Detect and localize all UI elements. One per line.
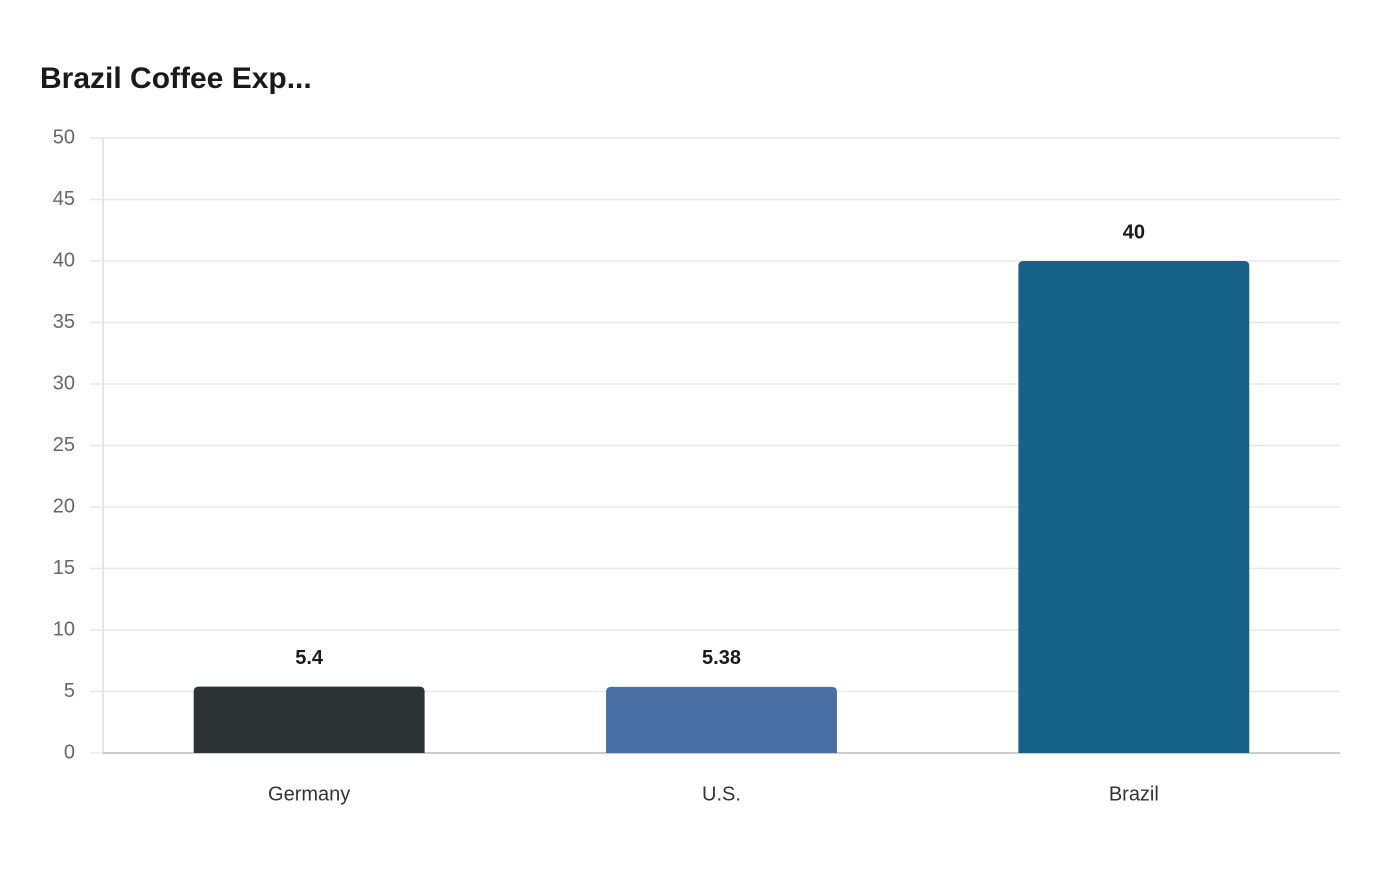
y-tick-label: 25 <box>53 434 75 456</box>
y-tick-label: 30 <box>53 372 75 394</box>
y-tick-label: 5 <box>64 680 75 702</box>
bar <box>1018 261 1250 753</box>
y-tick-label: 20 <box>53 495 75 517</box>
y-tick-label: 10 <box>53 618 75 640</box>
x-tick-label: U.S. <box>702 783 741 805</box>
value-label: 5.4 <box>295 647 324 669</box>
y-tick-label: 0 <box>64 741 75 763</box>
x-tick-label: Brazil <box>1109 783 1159 805</box>
y-tick-label: 35 <box>53 311 75 333</box>
x-tick-label: Germany <box>268 783 350 805</box>
value-label: 40 <box>1123 221 1145 243</box>
y-tick-label: 40 <box>53 249 75 271</box>
value-label: 5.38 <box>702 647 741 669</box>
y-tick-label: 50 <box>53 126 75 148</box>
y-tick-label: 15 <box>53 557 75 579</box>
y-tick-label: 45 <box>53 188 75 210</box>
bar <box>193 686 425 753</box>
bar <box>606 686 837 753</box>
chart-title: Brazil Coffee Exp... <box>40 62 312 95</box>
